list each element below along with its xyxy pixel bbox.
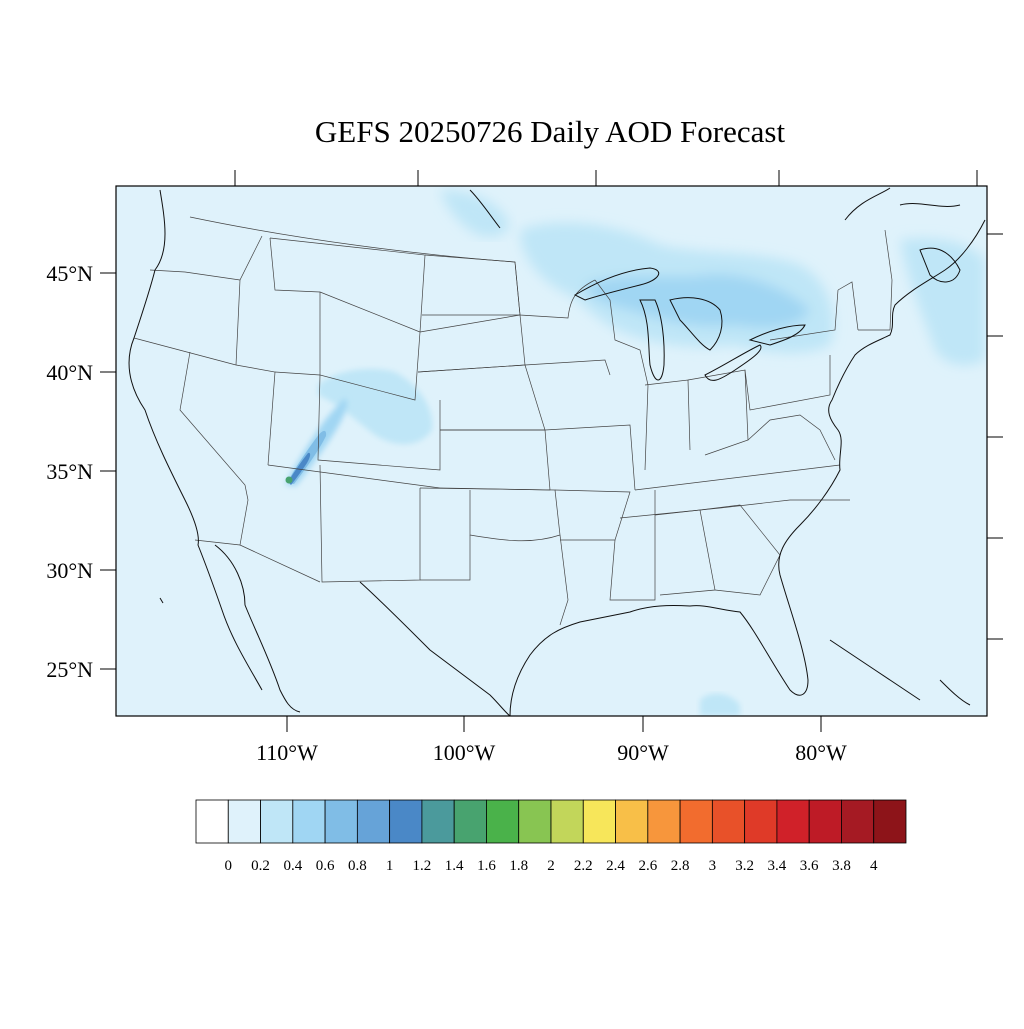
colorbar-label-18: 3.6 xyxy=(800,858,819,874)
coastlines xyxy=(128,187,986,716)
colorbar-label-0: 0 xyxy=(225,858,233,874)
colorbar-label-6: 1.2 xyxy=(413,858,432,874)
lon-label-90w: 90°W xyxy=(617,740,669,765)
colorbar-label-3: 0.6 xyxy=(316,858,335,874)
colorbar-swatch-12 xyxy=(582,799,616,844)
aod-great-lakes-region xyxy=(520,222,985,366)
lon-label-100w: 100°W xyxy=(433,740,496,765)
colorbar-swatch-10 xyxy=(518,799,552,844)
colorbar: 0 0.2 0.4 0.6 0.8 1 1.2 1.4 1.6 1.8 2 2.2 2.4 2.6 2.8 3… xyxy=(195,799,907,874)
colorbar-label-5: 1 xyxy=(386,858,394,874)
aod-colorado-region xyxy=(318,368,433,445)
map-panel: 45°N 40°N 35°N 30°N 25°N 110°W 100°W 90°W 80°W xyxy=(46,170,1003,765)
top-ticks xyxy=(234,170,978,186)
map-frame xyxy=(115,185,988,717)
colorbar-label-1: 0.2 xyxy=(251,858,270,874)
colorbar-swatch-15 xyxy=(679,799,713,844)
lat-label-35: 35°N xyxy=(46,459,93,484)
colorbar-label-10: 2 xyxy=(547,858,555,874)
colorbar-swatch-16 xyxy=(711,799,746,844)
colorbar-swatch-1 xyxy=(227,799,261,844)
left-ticks xyxy=(100,272,116,670)
aod-gulf-patch xyxy=(700,693,740,716)
colorbar-swatch-13 xyxy=(615,799,649,844)
colorbar-label-8: 1.6 xyxy=(477,858,496,874)
colorbar-label-15: 3 xyxy=(709,858,717,874)
colorbar-swatch-9 xyxy=(486,799,520,844)
colorbar-swatch-21 xyxy=(873,799,907,844)
lon-label-80w: 80°W xyxy=(795,740,847,765)
colorbar-swatch-19 xyxy=(808,799,842,844)
lat-label-45: 45°N xyxy=(46,261,93,286)
colorbar-label-4: 0.8 xyxy=(348,858,367,874)
colorbar-swatch-4 xyxy=(324,799,358,844)
colorbar-swatch-0 xyxy=(195,799,229,844)
longitude-labels: 110°W 100°W 90°W 80°W xyxy=(256,740,847,765)
colorbar-label-9: 1.8 xyxy=(509,858,528,874)
colorbar-label-14: 2.8 xyxy=(671,858,690,874)
colorbar-swatch-3 xyxy=(292,799,326,844)
colorbar-swatch-20 xyxy=(841,799,875,844)
colorbar-label-12: 2.4 xyxy=(606,858,625,874)
colorbar-swatch-8 xyxy=(453,799,487,844)
lat-label-40: 40°N xyxy=(46,360,93,385)
colorbar-swatch-18 xyxy=(776,799,810,844)
colorbar-label-20: 4 xyxy=(870,858,878,874)
colorbar-swatch-5 xyxy=(356,799,391,844)
colorbar-label-2: 0.4 xyxy=(283,858,302,874)
colorbar-label-11: 2.2 xyxy=(574,858,593,874)
lat-label-30: 30°N xyxy=(46,558,93,583)
colorbar-label-7: 1.4 xyxy=(445,858,464,874)
colorbar-swatch-11 xyxy=(550,799,584,844)
colorbar-swatch-6 xyxy=(389,799,423,844)
map-title: GEFS 20250726 Daily AOD Forecast xyxy=(315,114,786,149)
colorbar-swatch-17 xyxy=(744,799,778,844)
colorbar-swatch-14 xyxy=(647,799,681,844)
colorbar-label-17: 3.4 xyxy=(768,858,787,874)
colorbar-label-13: 2.6 xyxy=(638,858,657,874)
colorbar-swatch-7 xyxy=(421,799,455,844)
colorbar-label-16: 3.2 xyxy=(735,858,754,874)
latitude-labels: 45°N 40°N 35°N 30°N 25°N xyxy=(46,261,93,682)
lat-label-25: 25°N xyxy=(46,657,93,682)
aod-northern-minnesota xyxy=(440,190,510,237)
colorbar-label-19: 3.8 xyxy=(832,858,851,874)
bottom-ticks xyxy=(286,716,822,732)
colorbar-swatch-2 xyxy=(260,799,294,844)
lon-label-110w: 110°W xyxy=(256,740,318,765)
right-ticks xyxy=(987,233,1003,640)
